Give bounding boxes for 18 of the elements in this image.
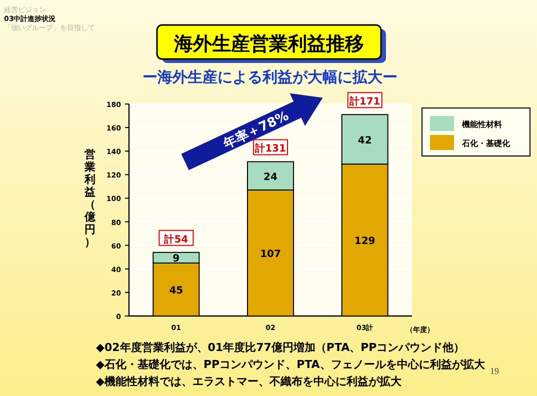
data-label: 129: [354, 236, 376, 248]
chart-title: 海外生産営業利益推移: [173, 33, 364, 55]
text: ◆石化・基礎化では、PPコンパウンド、PTA、フェノールを中心に利益が拡大: [96, 358, 486, 371]
legend-label: 石化・基礎化: [461, 139, 511, 148]
legend-label: 機能性材料: [461, 120, 502, 129]
data-label: 42: [358, 135, 372, 146]
data-label: 107: [260, 248, 281, 260]
data-label: 9: [172, 254, 180, 265]
data-label: 45: [169, 286, 184, 296]
total-label: 計171: [348, 96, 380, 108]
total-label: 計131: [254, 142, 286, 155]
y-axis-title: 営業利益（億円）: [84, 148, 96, 248]
total-label: 計54: [163, 233, 188, 246]
text: ◆機能性材料では、エラストマー、不織布を中心に利益が拡大: [96, 375, 402, 388]
text: 19: [490, 366, 500, 376]
chart-subtitle: ー海外生産による利益が大幅に拡大ー: [142, 68, 398, 86]
data-label: 24: [264, 172, 278, 183]
text: ◆02年度営業利益が、01年度比77億円増加（PTA、PPコンパウンド他）: [96, 341, 465, 354]
